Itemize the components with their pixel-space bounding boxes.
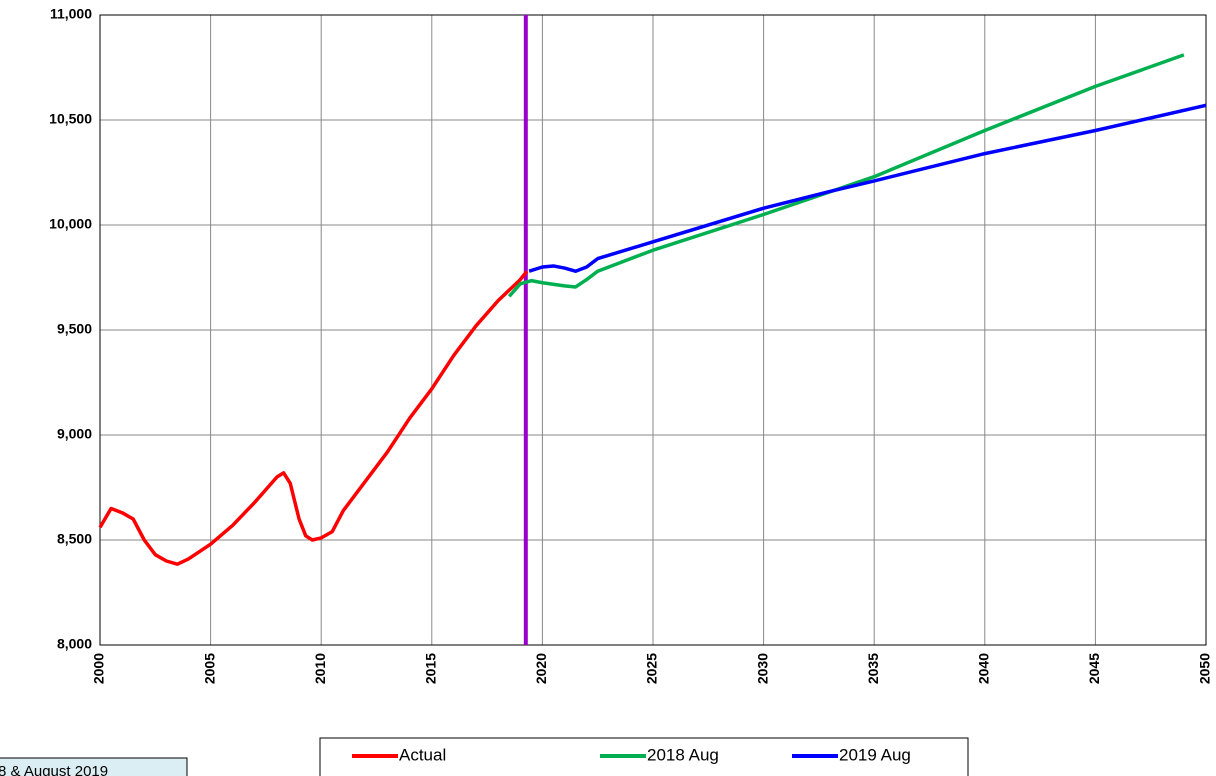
- series-line: [507, 53, 1185, 298]
- legend-label: 2018 Aug: [647, 745, 719, 764]
- annotation-box: [0, 757, 188, 776]
- plot-border: [99, 14, 1207, 646]
- x-tick-label: 2020: [533, 653, 549, 684]
- x-tick-label: 2015: [423, 653, 439, 684]
- y-tick-label: 9,000: [57, 426, 92, 442]
- y-tick-label: 10,000: [49, 216, 92, 232]
- x-tick-label: 2000: [91, 653, 107, 684]
- y-tick-label: 11,000: [50, 6, 92, 22]
- legend-label: 2019 Aug: [839, 745, 911, 764]
- legend-label: Actual: [399, 745, 446, 764]
- x-tick-label: 2030: [754, 653, 770, 684]
- x-tick-label: 2025: [644, 653, 660, 684]
- y-tick-label: 8,500: [57, 531, 92, 547]
- series-line: [98, 270, 529, 566]
- x-tick-label: 2010: [312, 653, 328, 684]
- x-tick-label: 2045: [1086, 653, 1102, 684]
- y-tick-label: 10,500: [49, 111, 92, 127]
- series-line: [528, 103, 1207, 273]
- y-tick-label: 9,500: [57, 321, 92, 337]
- x-tick-label: 2040: [976, 653, 992, 684]
- x-tick-label: 2035: [865, 653, 881, 684]
- annotation: 8 & August 2019: [0, 763, 108, 776]
- y-tick-label: 8,000: [57, 636, 92, 652]
- x-tick-label: 2050: [1197, 653, 1213, 684]
- x-tick-label: 2005: [201, 653, 217, 684]
